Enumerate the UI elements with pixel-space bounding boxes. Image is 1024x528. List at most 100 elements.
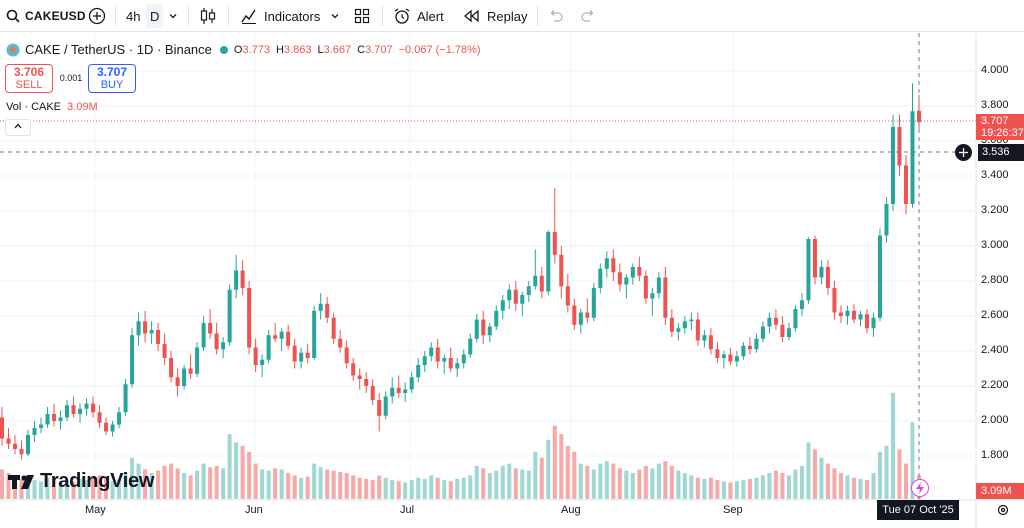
volume-bar	[715, 480, 720, 499]
volume-bar	[344, 473, 349, 499]
price-axis-label: 1.800	[981, 449, 1009, 461]
add-alert-plus-button[interactable]	[955, 144, 972, 161]
chart-settings-button[interactable]	[996, 503, 1010, 517]
volume-bar	[871, 473, 876, 499]
symbol-search[interactable]: CAKEUSD	[6, 0, 86, 32]
candle	[487, 323, 492, 343]
indicators-dropdown-button[interactable]	[330, 0, 340, 32]
indicators-button[interactable]: Indicators	[240, 0, 320, 32]
price-axis-label: 2.000	[981, 414, 1009, 426]
candle	[208, 309, 213, 339]
crosshair-date-tag: Tue 07 Oct '25	[877, 500, 959, 520]
candle-body	[331, 317, 336, 339]
candle-body	[0, 417, 5, 439]
candle-body	[19, 449, 24, 455]
volume-legend-value: 3.09M	[67, 101, 98, 113]
sell-button[interactable]: 3.706 SELL	[5, 64, 53, 93]
volume-bar	[65, 480, 70, 499]
candle	[845, 305, 850, 325]
candle	[338, 330, 343, 353]
candle-body	[84, 403, 89, 409]
candle	[578, 309, 583, 334]
volume-bar	[422, 478, 427, 499]
volume-bar	[370, 480, 375, 499]
volume-bar	[84, 480, 89, 499]
candle-body	[507, 289, 512, 301]
toolbar-divider	[382, 6, 383, 26]
volume-bar	[247, 451, 252, 499]
candle-body	[266, 335, 271, 360]
volume-bar	[884, 445, 889, 499]
alert-button[interactable]: Alert	[393, 0, 444, 32]
volume-bar	[812, 449, 817, 499]
candle	[507, 284, 512, 309]
candle-body	[715, 349, 720, 358]
collapse-legend-button[interactable]	[5, 119, 31, 136]
candle-body	[396, 387, 401, 393]
candle-body	[91, 403, 96, 413]
layouts-button[interactable]	[354, 0, 370, 32]
candle-body	[806, 239, 811, 301]
volume-bar	[520, 469, 525, 499]
candle	[32, 421, 37, 442]
replay-button[interactable]: Replay	[463, 0, 527, 32]
candle	[260, 354, 265, 378]
candle-body	[741, 345, 746, 357]
tradingview-logo[interactable]: TradingView	[8, 470, 154, 493]
candle	[299, 347, 304, 369]
candle-body	[520, 295, 525, 304]
candle-body	[188, 368, 193, 374]
candle	[604, 251, 609, 278]
volume-bar	[39, 481, 44, 499]
candle	[650, 288, 655, 316]
candle	[559, 246, 564, 299]
candle-body	[598, 268, 603, 288]
candle-body	[364, 379, 369, 386]
candle	[624, 274, 629, 299]
alarm-clock-icon	[394, 8, 410, 24]
candle	[637, 256, 642, 281]
volume-bar	[143, 469, 148, 499]
candle-body	[773, 317, 778, 325]
volume-bar	[559, 434, 564, 499]
candle	[877, 228, 882, 322]
interval-dropdown-button[interactable]	[168, 0, 178, 32]
candle	[279, 328, 284, 351]
candle	[864, 309, 869, 334]
candle-body	[786, 328, 791, 337]
volume-bar	[799, 465, 804, 499]
candle	[546, 230, 551, 295]
candle-body	[728, 354, 733, 362]
current-price-value: 3.707	[981, 115, 1009, 127]
chart-legend: CAKE / TetherUS · 1D · Binance O3.773 H3…	[6, 42, 487, 57]
compare-symbol-button[interactable]	[88, 0, 106, 32]
interval-d-button[interactable]: D	[146, 4, 164, 28]
chevron-down-icon	[331, 14, 339, 19]
candle	[832, 281, 837, 320]
volume-bar	[403, 482, 408, 499]
volume-bar	[318, 467, 323, 499]
interval-4h-button[interactable]: 4h	[126, 0, 140, 32]
candle	[760, 321, 765, 343]
price-chart[interactable]	[0, 33, 1024, 528]
buy-button[interactable]: 3.707 BUY	[88, 64, 136, 93]
plus-icon	[959, 148, 968, 157]
undo-button[interactable]	[548, 0, 564, 32]
chart-type-button[interactable]	[199, 0, 217, 32]
events-marker[interactable]	[911, 479, 929, 497]
toolbar-divider	[228, 6, 229, 26]
volume-bar	[806, 442, 811, 499]
redo-button[interactable]	[580, 0, 596, 32]
high-label: H	[276, 43, 284, 56]
volume-bar	[910, 422, 915, 499]
volume-bar	[864, 480, 869, 499]
candle	[123, 379, 128, 416]
candle	[734, 351, 739, 367]
candle	[552, 188, 557, 264]
volume-bar	[208, 467, 213, 499]
volume-bar	[780, 473, 785, 499]
volume-tag-value: 3.09M	[981, 485, 1012, 497]
volume-bar	[214, 465, 219, 499]
candle-body	[357, 375, 362, 379]
candle	[344, 340, 349, 369]
